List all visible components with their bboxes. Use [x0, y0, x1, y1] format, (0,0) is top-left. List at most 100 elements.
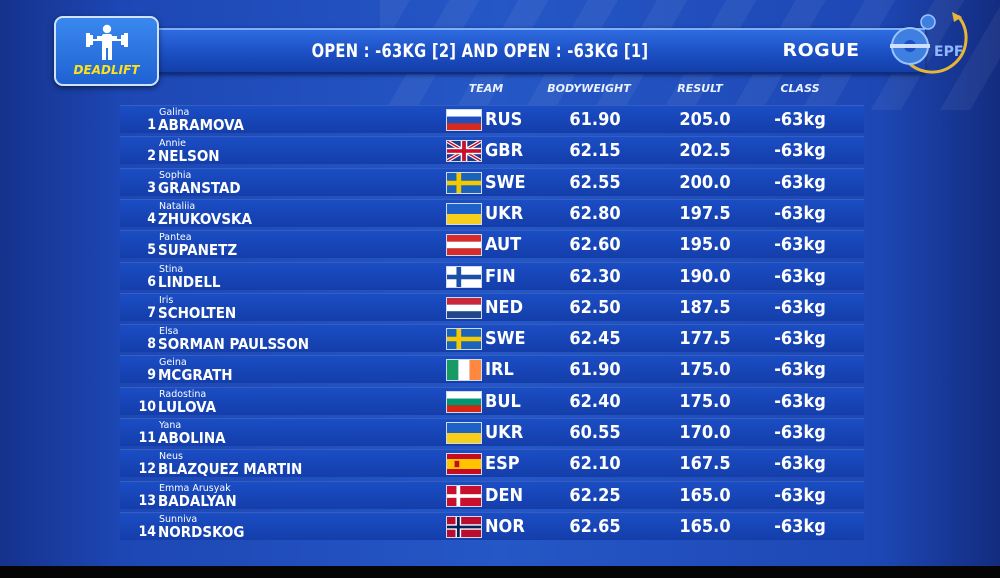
- athlete-first-name: Neus: [159, 451, 183, 463]
- team-code: UKR: [485, 202, 524, 224]
- country-flag-icon: [446, 296, 482, 319]
- class-value: -63kg: [774, 453, 826, 475]
- bodyweight-value: 62.80: [569, 202, 621, 224]
- class-value: -63kg: [774, 296, 826, 318]
- athlete-rank: 7: [147, 304, 156, 321]
- athlete-rank: 14: [138, 523, 156, 540]
- result-value: 165.0: [679, 515, 731, 537]
- athlete-first-name: Pantea: [159, 232, 192, 244]
- country-flag-icon: [446, 202, 482, 225]
- scoreboard-screen: OPEN : -63KG [2] AND OPEN : -63KG [1] RO…: [0, 0, 1000, 566]
- team-code: BUL: [485, 390, 521, 412]
- result-value: 175.0: [679, 359, 731, 381]
- athlete-last-name: SUPANETZ: [158, 241, 238, 260]
- athlete-rank: 8: [147, 336, 156, 353]
- athlete-first-name: Elsa: [159, 326, 179, 338]
- bodyweight-value: 61.90: [569, 109, 621, 130]
- athlete-first-name: Iris: [159, 294, 174, 306]
- team-code: IRL: [485, 359, 514, 381]
- team-code: SWE: [485, 328, 526, 350]
- athlete-last-name: LINDELL: [158, 272, 221, 291]
- result-value: 170.0: [679, 422, 731, 443]
- column-header-result: RESULT: [677, 82, 723, 95]
- class-value: -63kg: [774, 422, 826, 443]
- athlete-rank: 10: [138, 398, 156, 415]
- table-row: 4 Nataliia ZHUKOVSKA UKR 62.80 197.5 -63kg: [120, 198, 864, 227]
- class-value: -63kg: [774, 109, 826, 130]
- team-code: GBR: [485, 140, 524, 162]
- class-value: -63kg: [774, 234, 826, 256]
- country-flag-icon: [446, 265, 482, 288]
- athlete-last-name: ABRAMOVA: [158, 116, 244, 134]
- class-value: -63kg: [774, 484, 826, 506]
- bodyweight-value: 62.60: [569, 234, 621, 256]
- athlete-first-name: Nataliia: [159, 200, 196, 212]
- team-code: NED: [485, 296, 524, 318]
- bodyweight-value: 62.25: [569, 484, 621, 506]
- bodyweight-value: 62.65: [569, 515, 621, 537]
- event-badge: DEADLIFT: [54, 16, 159, 86]
- event-label: DEADLIFT: [73, 63, 140, 77]
- class-value: -63kg: [774, 390, 826, 412]
- athlete-last-name: SCHOLTEN: [158, 303, 237, 322]
- athlete-last-name: LULOVA: [158, 397, 217, 416]
- table-row: 9 Geina MCGRATH IRL 61.90 175.0 -63kg: [120, 355, 864, 384]
- athlete-last-name: NELSON: [158, 147, 220, 166]
- result-value: 195.0: [679, 234, 731, 256]
- team-code: UKR: [485, 422, 524, 443]
- country-flag-icon: [446, 171, 482, 194]
- bottom-bar: [0, 566, 1000, 578]
- bodyweight-value: 62.55: [569, 171, 621, 193]
- country-flag-icon: [446, 453, 482, 476]
- class-value: -63kg: [774, 171, 826, 193]
- class-value: -63kg: [774, 140, 826, 162]
- athlete-rank: 13: [138, 492, 156, 509]
- table-row: 11 Yana ABOLINA UKR 60.55 170.0 -63kg: [120, 418, 864, 446]
- result-value: 200.0: [679, 171, 731, 193]
- class-value: -63kg: [774, 265, 826, 287]
- country-flag-icon: [446, 390, 482, 413]
- table-row: 14 Sunniva NORDSKOG NOR 62.65 165.0 -63kg: [120, 511, 864, 541]
- athlete-rank: 6: [147, 273, 156, 290]
- bodyweight-value: 60.55: [569, 422, 621, 443]
- table-row: 10 Radostina LULOVA BUL 62.40 175.0 -63kg: [120, 386, 864, 416]
- athlete-rank: 11: [138, 430, 156, 446]
- athlete-rank: 12: [138, 461, 156, 478]
- result-value: 205.0: [679, 109, 731, 130]
- weightlifter-icon: [86, 24, 128, 60]
- athlete-first-name: Radostina: [159, 388, 207, 400]
- class-value: -63kg: [774, 328, 826, 350]
- country-flag-icon: [446, 515, 482, 538]
- column-header-bodyweight: BODYWEIGHT: [547, 82, 631, 95]
- header-bar: OPEN : -63KG [2] AND OPEN : -63KG [1] RO…: [155, 28, 925, 74]
- table-row: 13 Emma Arusyak BADALYAN DEN 62.25 165.0 -63kg: [120, 480, 864, 510]
- bodyweight-value: 62.10: [569, 453, 621, 475]
- athlete-first-name: Stina: [159, 263, 184, 275]
- country-flag-icon: [446, 328, 482, 351]
- result-value: 187.5: [679, 296, 731, 318]
- result-value: 167.5: [679, 453, 731, 475]
- athlete-last-name: SORMAN PAULSSON: [158, 335, 310, 354]
- country-flag-icon: [446, 140, 482, 163]
- table-row: 1 Galina ABRAMOVA RUS 61.90 205.0 -63kg: [120, 105, 864, 133]
- athlete-last-name: ABOLINA: [158, 429, 226, 447]
- team-code: DEN: [485, 484, 524, 506]
- table-row: 6 Stina LINDELL FIN 62.30 190.0 -63kg: [120, 261, 864, 291]
- country-flag-icon: [446, 422, 482, 444]
- athlete-last-name: NORDSKOG: [158, 522, 245, 541]
- team-code: SWE: [485, 171, 526, 193]
- bodyweight-value: 62.50: [569, 296, 621, 318]
- athlete-rank: 2: [147, 148, 156, 165]
- athlete-rank: 5: [147, 242, 156, 259]
- table-row: 7 Iris SCHOLTEN NED 62.50 187.5 -63kg: [120, 292, 864, 322]
- athlete-first-name: Annie: [159, 138, 187, 150]
- result-value: 177.5: [679, 328, 731, 350]
- sponsor-logo: ROGUE: [782, 40, 860, 61]
- bodyweight-value: 62.45: [569, 328, 621, 350]
- bodyweight-value: 62.15: [569, 140, 621, 162]
- athlete-last-name: BADALYAN: [158, 491, 237, 510]
- athlete-last-name: GRANSTAD: [158, 178, 241, 197]
- athlete-first-name: Galina: [159, 107, 190, 118]
- federation-logo-text: EPF: [934, 44, 963, 60]
- team-code: RUS: [485, 109, 523, 130]
